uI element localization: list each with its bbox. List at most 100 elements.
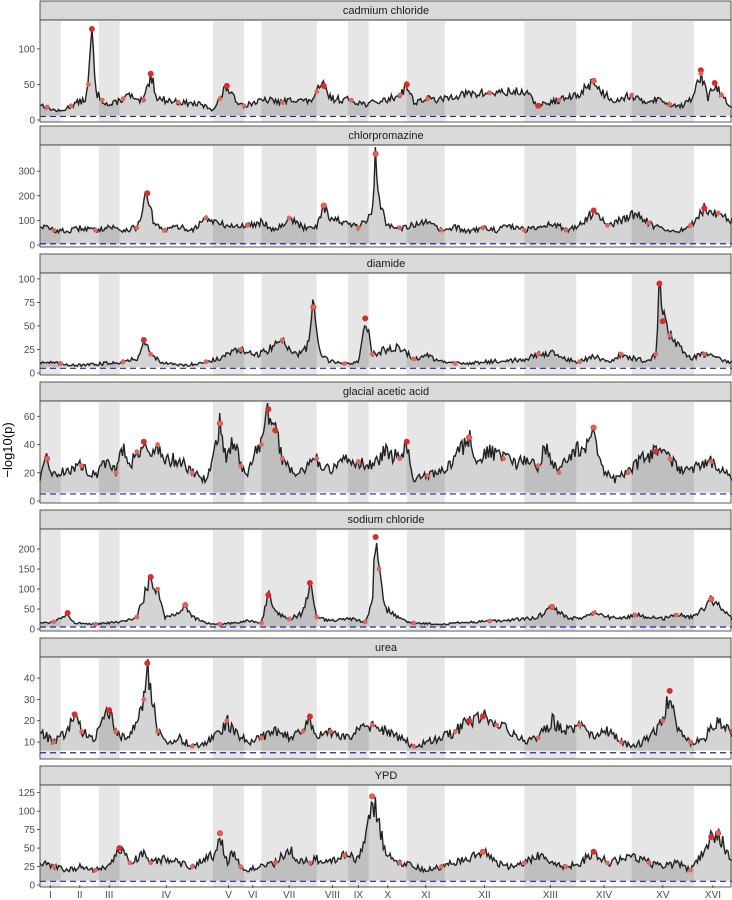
peak-marker-minor: [44, 104, 50, 110]
peak-marker-minor: [698, 71, 704, 77]
peak-marker: [479, 713, 486, 720]
y-tick-label: 100: [18, 216, 35, 227]
peak-marker-minor: [411, 743, 417, 749]
peak-marker: [372, 534, 379, 540]
peak-marker-minor: [127, 860, 133, 866]
peak-marker-minor: [591, 610, 596, 616]
y-tick-label: 200: [18, 545, 35, 556]
peak-marker-minor: [79, 463, 84, 469]
peak-marker-minor: [92, 227, 98, 233]
panel-title: sodium chloride: [347, 514, 424, 526]
y-tick-label: 0: [29, 625, 35, 636]
peak-marker-minor: [176, 99, 181, 105]
peak-marker-minor: [667, 332, 673, 338]
peak-marker: [144, 660, 151, 667]
y-tick-label: 25: [24, 345, 36, 356]
peak-marker-minor: [134, 449, 140, 454]
peak-marker-minor: [182, 602, 188, 608]
peak-marker-minor: [92, 867, 98, 873]
peak-marker-minor: [134, 614, 140, 620]
panels-group: cadmium chloride050100chlorpromazine0100…: [18, 0, 732, 892]
chromosome-band: [524, 785, 577, 887]
signal-fill: [40, 28, 732, 116]
chromosome-label: X: [384, 890, 391, 900]
chromosome-label: XIII: [543, 890, 558, 900]
peak-marker-minor: [328, 729, 334, 734]
peak-marker-minor: [653, 351, 659, 357]
chromosome-band: [98, 785, 120, 887]
peak-marker: [306, 580, 313, 586]
y-tick-label: 0: [29, 241, 35, 252]
panel-title: urea: [375, 642, 398, 654]
peak-marker: [403, 81, 410, 88]
peak-marker: [88, 25, 95, 32]
panel-frame: [39, 19, 732, 123]
peak-marker-minor: [535, 463, 541, 469]
peak-marker-minor: [452, 361, 458, 366]
peak-marker-minor: [494, 722, 500, 728]
panel-2: chlorpromazine 0 100 200 300: [18, 125, 732, 252]
chromosome-band: [631, 785, 694, 887]
panel-3: diamide 0 25 50 75 100: [18, 253, 732, 380]
peak-marker-minor: [605, 222, 610, 228]
chromosome-label: III: [105, 890, 113, 900]
peak-marker-minor: [411, 356, 417, 362]
peak-marker: [223, 82, 230, 89]
panel-7: YPD 0 25 50 75 100 125: [18, 765, 732, 892]
y-tick-label: 0: [29, 497, 35, 508]
peak-marker-minor: [314, 456, 320, 462]
peak-marker-minor: [535, 351, 541, 357]
peak-marker: [535, 102, 542, 109]
peak-marker-minor: [563, 864, 569, 869]
panel-frame: [39, 656, 732, 760]
peak-marker-minor: [591, 425, 596, 430]
peak-marker-minor: [51, 864, 57, 869]
peak-marker: [106, 707, 113, 714]
chromosome-band: [524, 657, 577, 759]
y-tick-label: 0: [29, 881, 35, 892]
peak-marker-minor: [120, 359, 126, 365]
chromosome-band: [40, 401, 61, 503]
peak-marker-minor: [51, 619, 57, 625]
chromosome-label: XV: [656, 890, 670, 900]
y-tick-label: 75: [24, 298, 36, 309]
peak-marker-minor: [577, 722, 583, 728]
peak-marker: [147, 70, 154, 77]
peak-marker: [652, 448, 659, 455]
peak-marker-minor: [466, 435, 472, 440]
signal-line: [39, 542, 732, 626]
panel-title: chlorpromazine: [348, 130, 423, 142]
peak-marker: [697, 67, 704, 74]
y-tick-label: 25: [24, 862, 36, 873]
peak-marker-minor: [549, 604, 555, 610]
peak-marker-minor: [217, 420, 223, 426]
peak-marker-minor: [51, 227, 57, 233]
peak-marker-minor: [667, 101, 673, 107]
peak-marker-minor: [155, 586, 161, 592]
y-tick-label: 100: [18, 585, 35, 596]
chromosome-band: [261, 529, 317, 631]
y-tick-label: 125: [18, 788, 35, 799]
peak-marker-minor: [155, 442, 161, 447]
peak-marker-minor: [577, 359, 583, 365]
peak-marker-minor: [259, 735, 264, 741]
peak-marker-minor: [397, 225, 403, 231]
peak-marker: [466, 717, 473, 724]
chromosome-band: [347, 20, 369, 122]
chromosome-label: IX: [354, 890, 364, 900]
y-tick-label: 20: [24, 468, 36, 479]
peak-marker-minor: [279, 456, 285, 462]
peak-marker-minor: [279, 337, 285, 343]
y-tick-label: 20: [24, 716, 36, 727]
peak-marker-minor: [134, 225, 140, 231]
peak-marker-minor: [272, 860, 278, 866]
peak-marker-minor: [522, 227, 527, 233]
peak-marker-minor: [238, 347, 244, 352]
peak-marker: [147, 574, 154, 580]
chromosome-label: XII: [478, 890, 490, 900]
peak-marker-minor: [99, 97, 105, 103]
peak-marker: [140, 438, 147, 445]
peak-marker-minor: [646, 220, 652, 226]
peak-marker-minor: [373, 151, 379, 157]
panel-title: glacial acetic acid: [343, 386, 429, 398]
